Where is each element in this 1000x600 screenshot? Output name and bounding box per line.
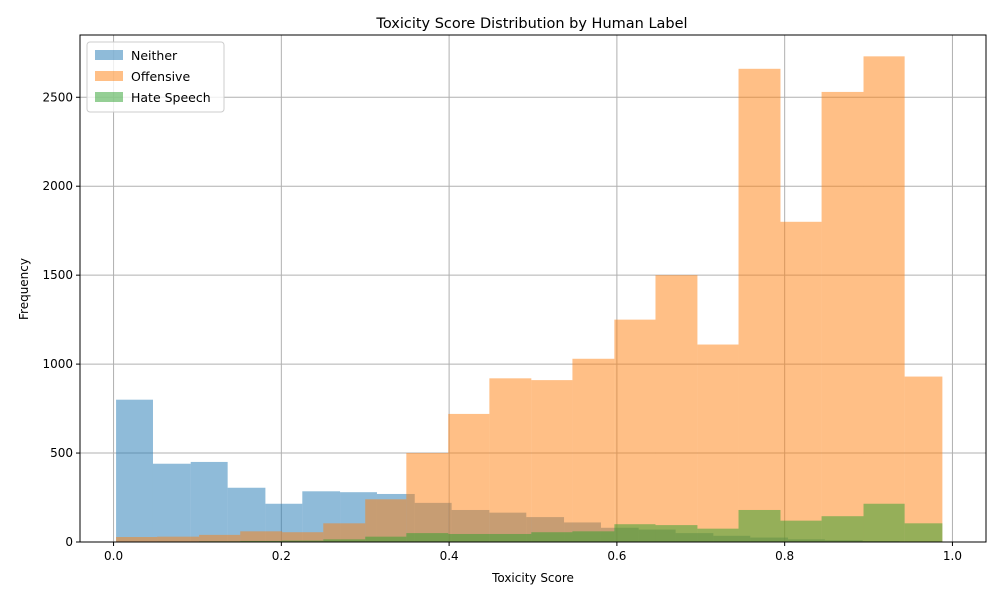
offensive-bar: [489, 378, 532, 542]
hate-speech-bar: [655, 525, 698, 542]
x-axis-label: Toxicity Score: [491, 571, 574, 585]
chart-title: Toxicity Score Distribution by Human Lab…: [375, 16, 687, 32]
hate-speech-bar: [572, 531, 615, 542]
offensive-bar: [697, 344, 739, 542]
legend: Neither Offensive Hate Speech: [86, 41, 225, 113]
offensive-bar: [904, 376, 943, 542]
hate-speech-bar: [780, 520, 822, 542]
legend-label-hate-speech: Hate Speech: [131, 90, 211, 105]
series-offensive: [116, 56, 943, 543]
y-tick-label: 1500: [42, 268, 73, 282]
hate-speech-bar: [240, 540, 283, 542]
offensive-bar: [116, 537, 158, 542]
y-tick-label: 2000: [42, 179, 73, 193]
bars-layer: [116, 56, 943, 543]
legend-swatch-offensive: [95, 71, 123, 81]
y-tick-label: 1000: [42, 357, 73, 371]
offensive-bar: [406, 453, 449, 542]
offensive-bar: [780, 221, 822, 542]
y-axis: 0 500 1000 1500 2000 2500: [42, 90, 80, 549]
series-hate-speech: [116, 503, 943, 542]
x-tick-label: 0.0: [104, 549, 123, 563]
offensive-bar: [323, 523, 366, 542]
offensive-bar: [738, 68, 781, 543]
y-tick-label: 500: [50, 446, 73, 460]
offensive-bar: [531, 380, 573, 542]
x-axis: 0.0 0.2 0.4 0.6 0.8 1.0: [104, 542, 962, 563]
x-tick-label: 0.6: [607, 549, 626, 563]
offensive-bar: [655, 275, 698, 542]
hate-speech-bar: [448, 533, 490, 542]
legend-label-offensive: Offensive: [131, 69, 190, 84]
hate-speech-bar: [531, 532, 573, 542]
y-tick-label: 0: [65, 535, 73, 549]
hate-speech-bar: [406, 533, 449, 542]
neither-bar: [152, 463, 191, 542]
offensive-bar: [821, 91, 864, 542]
offensive-bar: [448, 413, 490, 542]
legend-swatch-neither: [95, 50, 123, 60]
neither-bar: [116, 399, 153, 542]
hate-speech-bar: [614, 524, 656, 542]
offensive-bar: [572, 358, 615, 542]
x-tick-label: 0.4: [440, 549, 459, 563]
hate-speech-bar: [365, 536, 407, 542]
x-tick-label: 0.2: [272, 549, 291, 563]
hate-speech-bar: [323, 539, 366, 542]
y-axis-label: Frequency: [17, 258, 31, 320]
hate-speech-bar: [863, 503, 905, 542]
x-tick-label: 0.8: [775, 549, 794, 563]
offensive-bar: [282, 532, 324, 542]
legend-swatch-hate-speech: [95, 92, 123, 102]
neither-bar: [190, 461, 228, 542]
offensive-bar: [240, 531, 283, 542]
hate-speech-bar: [738, 509, 781, 542]
x-tick-label: 1.0: [943, 549, 962, 563]
offensive-bar: [199, 534, 241, 542]
legend-label-neither: Neither: [131, 48, 178, 63]
hate-speech-bar: [282, 540, 324, 542]
hate-speech-bar: [697, 528, 739, 542]
offensive-bar: [157, 536, 200, 542]
plot-frame: [79, 34, 987, 543]
offensive-bar: [863, 56, 905, 542]
hate-speech-bar: [904, 523, 943, 542]
offensive-bar: [365, 499, 407, 542]
hate-speech-bar: [489, 533, 532, 542]
hate-speech-bar: [821, 516, 864, 542]
offensive-bar: [614, 319, 656, 542]
y-tick-label: 2500: [42, 90, 73, 104]
